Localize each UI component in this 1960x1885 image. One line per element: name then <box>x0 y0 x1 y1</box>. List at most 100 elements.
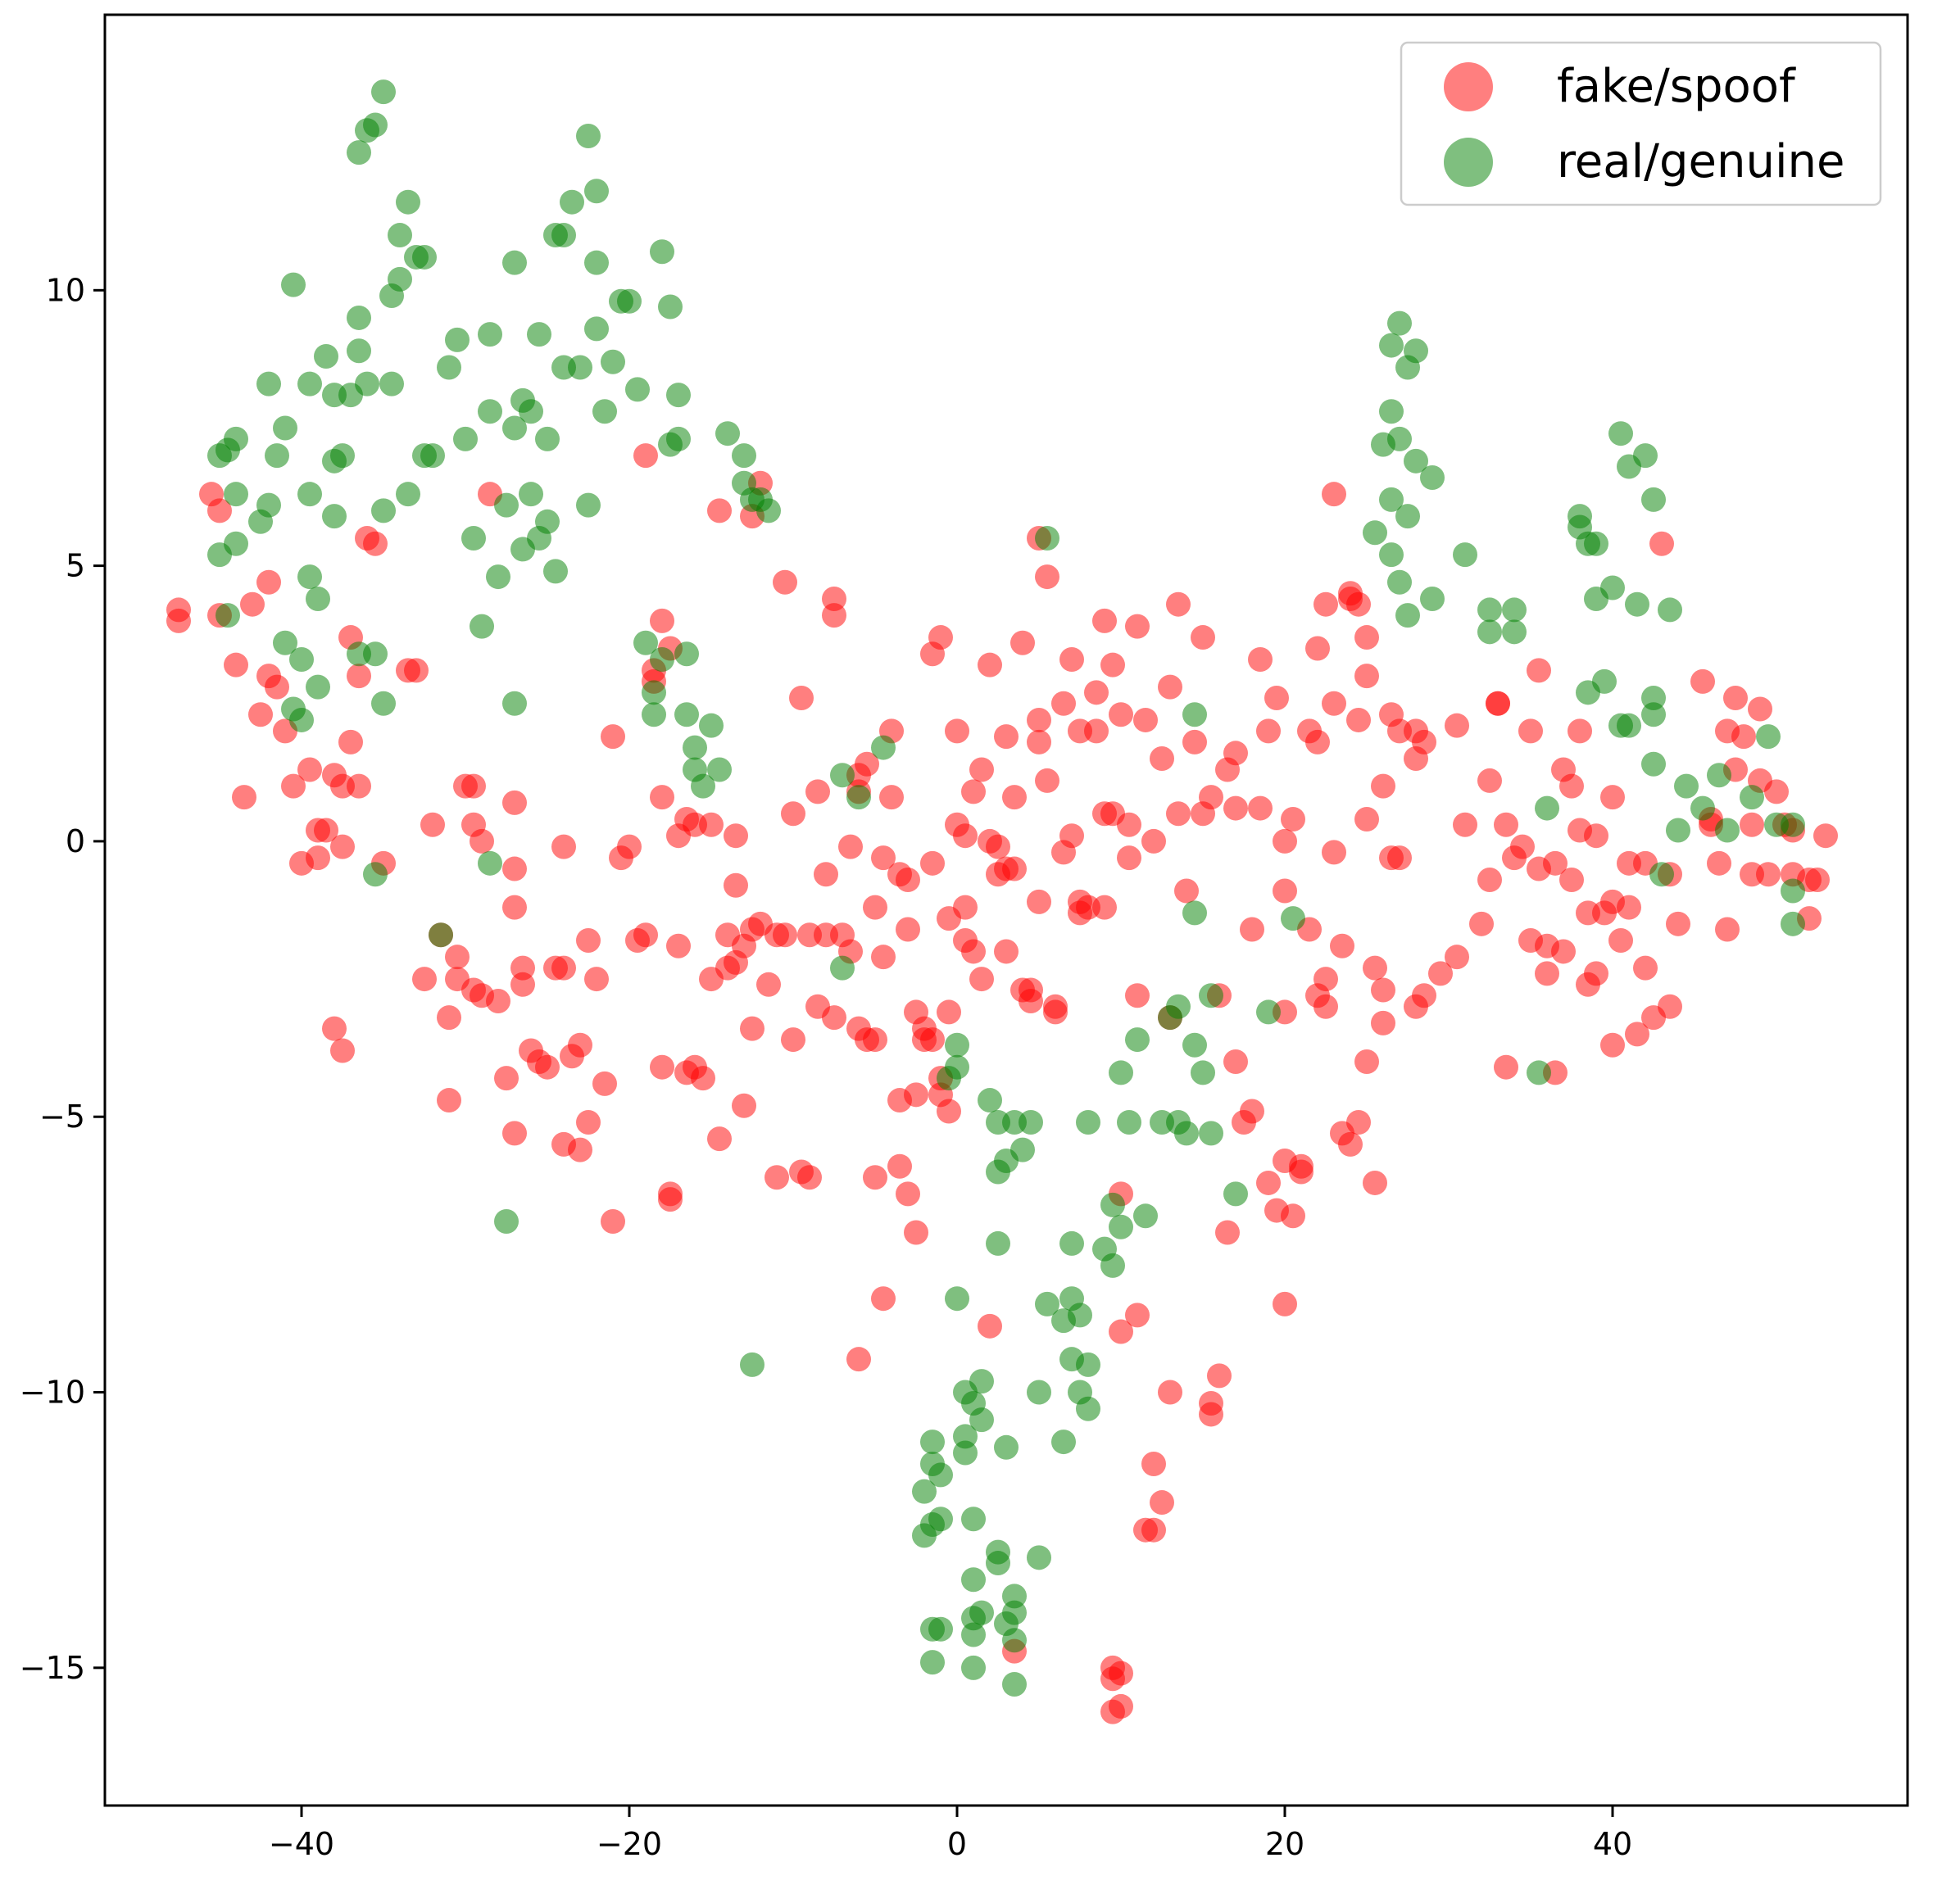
data-point <box>1363 955 1387 981</box>
data-point <box>1043 999 1068 1025</box>
data-point <box>691 773 715 799</box>
data-point <box>256 569 281 595</box>
data-point <box>363 531 388 556</box>
data-point <box>1117 845 1141 871</box>
data-point <box>437 1088 461 1113</box>
data-point <box>1674 773 1699 799</box>
data-point <box>1535 795 1559 821</box>
x-axis: −40 −20 0 20 40 <box>269 1806 1632 1862</box>
x-tick-label: −20 <box>597 1826 662 1862</box>
data-point <box>273 630 297 655</box>
data-point <box>396 482 420 507</box>
data-point <box>1150 746 1174 772</box>
data-point <box>830 763 855 788</box>
data-point <box>1625 591 1649 617</box>
data-point <box>945 1054 969 1080</box>
data-point <box>887 1153 912 1179</box>
data-point <box>1223 1049 1248 1074</box>
data-point <box>1379 487 1404 512</box>
data-point <box>1117 1109 1141 1135</box>
data-point <box>1354 807 1379 832</box>
data-point <box>527 322 551 347</box>
data-point <box>412 244 437 270</box>
data-point <box>1346 1109 1371 1135</box>
data-point <box>1781 812 1805 837</box>
data-point <box>1756 862 1781 887</box>
data-point <box>920 1650 945 1675</box>
data-point <box>1002 785 1027 810</box>
data-point <box>838 834 863 859</box>
data-point <box>1805 868 1830 893</box>
data-point <box>1256 718 1281 744</box>
data-point <box>1649 531 1674 556</box>
data-point <box>1141 1517 1166 1543</box>
data-point <box>1387 310 1412 336</box>
data-point <box>871 945 896 970</box>
data-point <box>1199 983 1223 1008</box>
data-point <box>1387 569 1412 595</box>
legend-marker-real <box>1444 138 1493 187</box>
data-point <box>322 1016 347 1041</box>
data-point <box>1027 729 1051 754</box>
data-point <box>216 603 240 628</box>
data-point <box>1379 333 1404 358</box>
data-point <box>224 652 248 677</box>
data-point <box>256 371 281 396</box>
data-point <box>1273 1291 1297 1316</box>
data-point <box>502 1121 527 1146</box>
data-point <box>494 492 519 518</box>
data-point <box>1715 917 1740 942</box>
data-point <box>1322 482 1346 507</box>
data-point <box>314 818 338 843</box>
data-point <box>912 1479 937 1504</box>
data-point <box>1240 917 1264 942</box>
data-point <box>855 751 879 777</box>
data-point <box>1125 1303 1150 1328</box>
data-point <box>445 327 470 352</box>
data-point <box>1486 691 1510 716</box>
data-point <box>592 399 617 424</box>
data-point <box>314 344 338 369</box>
data-point <box>674 641 699 667</box>
data-point <box>1748 696 1772 722</box>
data-point <box>1371 773 1395 799</box>
data-point <box>1215 1220 1240 1245</box>
data-point <box>1502 619 1527 645</box>
data-point <box>1477 619 1502 645</box>
data-point <box>1166 591 1191 617</box>
series-fake-spoof <box>166 443 1838 1724</box>
data-point <box>584 316 609 342</box>
data-point <box>896 917 920 942</box>
data-point <box>945 1032 969 1058</box>
data-point <box>289 707 314 732</box>
data-point <box>306 674 330 700</box>
data-point <box>945 718 969 744</box>
data-point <box>584 250 609 275</box>
data-point <box>371 498 396 523</box>
data-point <box>1051 1430 1076 1455</box>
data-point <box>863 1165 887 1190</box>
data-point <box>1404 338 1428 364</box>
data-point <box>1781 911 1805 936</box>
data-point <box>920 1430 945 1455</box>
data-point <box>281 773 306 799</box>
data-point <box>912 1523 937 1548</box>
data-point <box>1420 464 1445 490</box>
data-point <box>1281 1203 1305 1229</box>
data-point <box>1109 1214 1133 1239</box>
data-point <box>920 1027 945 1053</box>
data-point <box>224 531 248 556</box>
data-point <box>379 371 404 396</box>
data-point <box>1395 504 1420 529</box>
data-point <box>732 1093 756 1118</box>
data-point <box>986 1159 1010 1185</box>
data-point <box>396 189 420 215</box>
data-point <box>1813 823 1838 849</box>
data-point <box>1059 823 1084 849</box>
data-point <box>1273 828 1297 854</box>
data-point <box>879 785 904 810</box>
data-point <box>658 294 683 319</box>
data-point <box>470 614 494 639</box>
data-point <box>420 812 445 837</box>
data-point <box>297 482 322 507</box>
